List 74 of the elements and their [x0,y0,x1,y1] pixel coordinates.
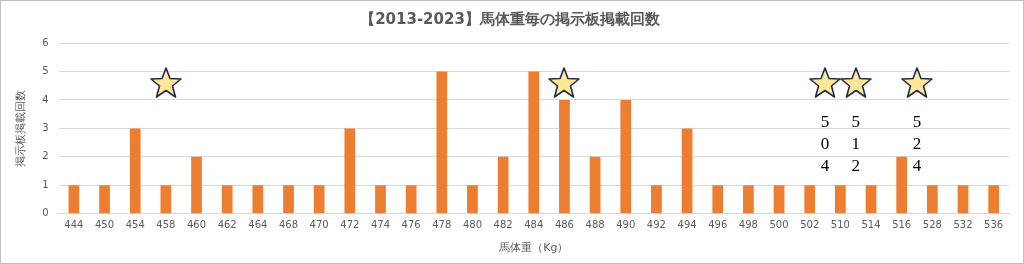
x-tick-label: 450 [95,219,115,231]
x-tick-label: 494 [677,219,697,231]
x-tick-label: 500 [769,219,789,231]
x-tick-label: 476 [401,219,421,231]
bar [651,185,662,214]
bar [283,185,294,214]
bar [589,156,601,214]
bar [988,185,1000,214]
bar [528,71,540,214]
x-tick-label: 536 [984,219,1004,231]
x-tick-label: 454 [125,219,145,231]
x-tick-label: 502 [800,219,820,231]
bar [804,185,816,214]
annotation: 512 [850,111,861,177]
x-tick-label: 492 [646,219,666,231]
bar [681,128,693,214]
x-tick-label: 514 [861,219,881,231]
x-tick-label: 468 [278,219,299,231]
x-tick-label: 480 [462,219,483,231]
x-tick-label: 516 [892,219,912,231]
bar [743,185,754,214]
bar [405,185,417,214]
x-tick-label: 532 [953,219,973,231]
bar [129,128,141,214]
y-tick-label: 5 [42,65,49,77]
bar [773,185,785,214]
x-tick-label: 484 [524,219,544,231]
bar [835,185,846,214]
bar [896,156,908,214]
bar [221,185,233,214]
x-tick-label: 528 [922,219,942,231]
x-tick-label: 482 [493,219,513,231]
x-tick-label: 472 [340,219,360,231]
y-tick-label: 0 [42,207,49,219]
bar [957,185,969,214]
bar [68,185,80,214]
chart-title: 【2013-2023】馬体重毎の掲示板掲載回数 [360,9,661,28]
x-tick-label: 498 [738,219,758,231]
bar [99,185,110,214]
x-tick-label: 460 [186,219,207,231]
bar [467,185,478,214]
x-tick-label: 458 [156,219,176,231]
bar [497,156,509,214]
bar [344,128,356,214]
x-tick-label: 462 [217,219,237,231]
x-tick-label: 490 [616,219,636,231]
x-tick-label: 478 [432,219,452,231]
x-tick-label: 474 [370,219,391,231]
bar [712,185,724,214]
y-tick-label: 6 [42,36,49,48]
y-tick-label: 1 [42,178,49,190]
bar [191,156,202,214]
x-tick-label: 464 [248,219,268,231]
bar [160,185,172,214]
x-tick-label: 444 [64,219,84,231]
x-tick-label: 488 [585,219,605,231]
bar [252,185,264,214]
y-tick-label: 2 [42,150,49,162]
annotation: 524 [911,111,923,177]
x-tick-label: 470 [309,219,329,231]
bar [375,185,386,214]
x-tick-label: 496 [708,219,728,231]
annotation: 504 [819,111,831,177]
y-axis-title: 掲示板掲載回数 [14,89,28,167]
bar [926,185,938,214]
bar [865,185,877,214]
y-tick-label: 3 [42,121,49,133]
x-axis-title: 馬体重（Kg） [498,241,569,255]
bar [313,185,325,214]
x-tick-label: 486 [554,219,574,231]
bar [620,99,632,214]
y-tick-label: 4 [42,93,49,105]
bar [436,71,448,214]
x-tick-label: 510 [830,219,850,231]
